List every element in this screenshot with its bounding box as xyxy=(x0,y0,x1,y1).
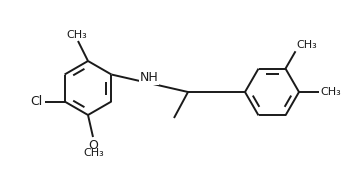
Text: CH₃: CH₃ xyxy=(67,30,87,39)
Text: CH₃: CH₃ xyxy=(297,40,317,50)
Text: O: O xyxy=(88,139,98,152)
Text: Cl: Cl xyxy=(30,95,43,108)
Text: CH₃: CH₃ xyxy=(84,148,104,158)
Text: CH₃: CH₃ xyxy=(320,87,341,97)
Text: NH: NH xyxy=(139,71,158,84)
